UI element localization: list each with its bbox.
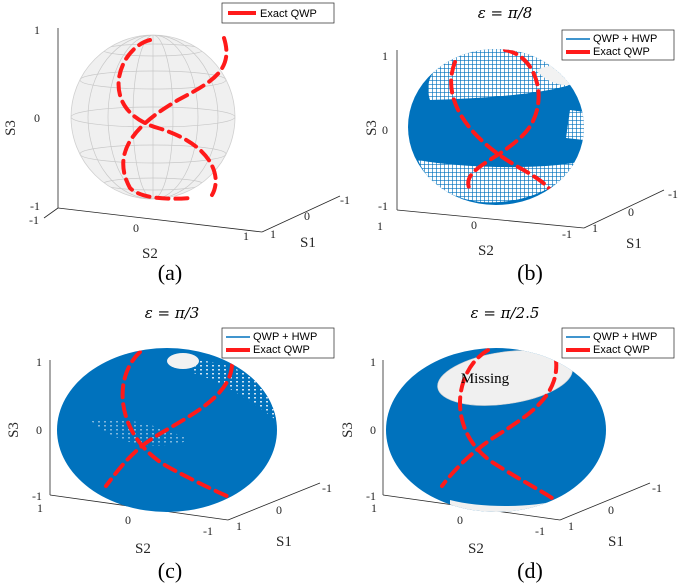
panel-title: ε = π/8 — [478, 4, 533, 22]
x-tick: 0 — [471, 218, 477, 232]
y-tick: 0 — [304, 209, 310, 223]
legend: QWP + HWP Exact QWP — [561, 29, 675, 61]
z-axis-label: S3 — [364, 120, 380, 136]
panel-b: ε = π/8 1 0 -1 1 0 -1 1 0 — [364, 4, 678, 285]
y-tick: -1 — [340, 193, 350, 207]
exact-qwp-trajectory — [449, 49, 552, 192]
x-tick: 1 — [371, 501, 377, 515]
x-tick: 1 — [37, 501, 43, 515]
unit-sphere — [386, 348, 606, 512]
legend-entry: QWP + HWP — [593, 331, 657, 343]
legend-entry: Exact QWP — [260, 8, 317, 20]
x-axis-label: S2 — [135, 541, 151, 557]
panel-caption: (c) — [158, 558, 182, 583]
x-tick: 0 — [125, 513, 131, 527]
z-axis-label: S3 — [3, 120, 19, 136]
exact-qwp-trajectory — [116, 36, 229, 201]
y-axis-label: S1 — [300, 235, 316, 251]
y-tick: 0 — [276, 503, 282, 517]
x-tick: -1 — [203, 524, 213, 538]
z-tick: 1 — [36, 355, 42, 369]
z-tick: 0 — [36, 423, 42, 437]
z-tick: 0 — [370, 423, 376, 437]
z-axis-label: S3 — [6, 422, 22, 438]
missing-region-label: Missing — [461, 371, 510, 387]
y-tick: 1 — [592, 221, 598, 235]
x-axis-label: S2 — [478, 243, 494, 259]
panel-caption: (b) — [517, 260, 543, 285]
x-tick: 0 — [457, 513, 463, 527]
z-tick: 1 — [370, 355, 376, 369]
x-tick: -1 — [562, 227, 572, 241]
panel-title: ε = π/2.5 — [471, 304, 540, 322]
legend: QWP + HWP Exact QWP — [221, 327, 335, 359]
exact-qwp-trajectory — [440, 348, 559, 500]
z-tick: -1 — [30, 199, 40, 213]
x-tick: -1 — [29, 213, 39, 227]
y-tick: 1 — [568, 519, 574, 533]
y-axis-label: S1 — [608, 534, 624, 550]
y-tick: -1 — [322, 481, 332, 495]
axis-ticks: 1 0 -1 1 0 -1 1 0 -1 — [366, 355, 662, 538]
y-tick: 0 — [608, 503, 614, 517]
z-tick: 1 — [382, 49, 388, 63]
axes-box — [43, 28, 341, 233]
exact-qwp-trajectory — [104, 350, 238, 502]
panel-caption: (a) — [158, 260, 182, 285]
axis-ticks: 1 0 -1 -1 0 1 1 0 -1 — [29, 23, 350, 243]
unit-sphere — [408, 49, 584, 205]
axis-ticks: 1 0 -1 1 0 -1 1 0 -1 — [32, 355, 332, 538]
panel-title: ε = π/3 — [145, 304, 200, 322]
legend-entry: QWP + HWP — [253, 331, 317, 343]
z-tick: -1 — [32, 489, 42, 503]
x-tick: -1 — [535, 524, 545, 538]
z-tick: 0 — [382, 123, 388, 137]
z-axis-label: S3 — [340, 422, 356, 438]
y-tick: -1 — [668, 187, 678, 201]
axes-box — [396, 50, 665, 229]
y-tick: 1 — [236, 519, 242, 533]
x-tick: 1 — [243, 229, 249, 243]
z-tick: 0 — [34, 111, 40, 125]
x-tick: 0 — [133, 221, 139, 235]
y-tick: 0 — [628, 205, 634, 219]
panel-caption: (d) — [517, 558, 543, 583]
y-tick: 1 — [270, 227, 276, 241]
y-axis-label: S1 — [276, 534, 292, 550]
y-tick: -1 — [652, 481, 662, 495]
axis-ticks: 1 0 -1 1 0 -1 1 0 -1 — [377, 49, 678, 241]
legend-entry: QWP + HWP — [593, 33, 657, 45]
z-tick: -1 — [366, 489, 376, 503]
x-axis-label: S2 — [142, 246, 158, 262]
panel-c: ε = π/3 1 0 -1 1 0 -1 1 0 -1 — [6, 304, 335, 583]
legend-entry: Exact QWP — [593, 344, 650, 356]
z-tick: 1 — [34, 23, 40, 37]
panel-a: 1 0 -1 -1 0 1 1 0 -1 S2 S1 S3 Exact QWP … — [3, 2, 350, 285]
x-tick: 1 — [377, 219, 383, 233]
legend-entry: Exact QWP — [593, 46, 650, 58]
panel-d: ε = π/2.5 Missing 1 0 -1 1 0 -1 1 0 — [340, 304, 675, 583]
y-axis-label: S1 — [626, 236, 642, 252]
legend: Exact QWP — [221, 2, 335, 24]
legend: QWP + HWP Exact QWP — [561, 327, 675, 359]
x-axis-label: S2 — [468, 541, 484, 557]
legend-entry: Exact QWP — [253, 344, 310, 356]
z-tick: -1 — [378, 199, 388, 213]
